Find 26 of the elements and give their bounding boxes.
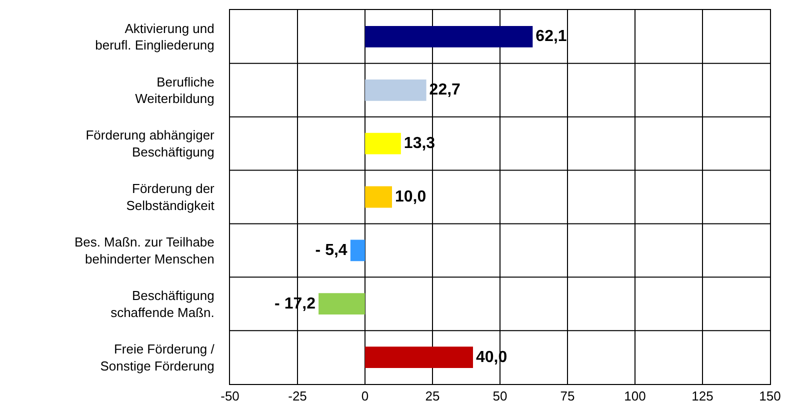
- y-tick-label: Beschäftigung schaffende Maßn.: [110, 288, 214, 320]
- bar: [365, 346, 473, 368]
- bar: [365, 132, 401, 154]
- bar: [365, 186, 392, 208]
- y-tick-label: Förderung abhängiger Beschäftigung: [86, 128, 216, 160]
- x-tick-label: -25: [288, 388, 307, 404]
- x-tick-label: 50: [492, 388, 508, 404]
- y-tick-label: Bes. Maßn. zur Teilhabe behinderter Menschen: [74, 234, 214, 266]
- data-label: - 5,4: [315, 242, 348, 259]
- x-tick-label: 0: [361, 388, 369, 404]
- x-tick-label: 150: [759, 388, 781, 404]
- x-tick-label: 125: [692, 388, 714, 404]
- y-tick-label: Aktivierung und berufl. Eingliederung: [95, 20, 214, 53]
- data-label: 62,1: [536, 28, 567, 46]
- y-tick-label: Förderung der Selbständigkeit: [126, 181, 216, 213]
- y-tick-label: Berufliche Weiterbildung: [135, 74, 214, 106]
- x-tick-label: -50: [220, 388, 240, 404]
- x-tick-label: 100: [624, 388, 646, 404]
- bar: [365, 26, 533, 48]
- x-tick-label: 25: [425, 388, 440, 404]
- x-tick-label: 75: [560, 388, 575, 404]
- y-tick-label: Freie Förderung / Sonstige Förderung: [100, 341, 215, 374]
- bar: [318, 293, 365, 315]
- data-label: 10,0: [395, 188, 426, 206]
- bar: [365, 79, 426, 101]
- bar: [350, 240, 365, 262]
